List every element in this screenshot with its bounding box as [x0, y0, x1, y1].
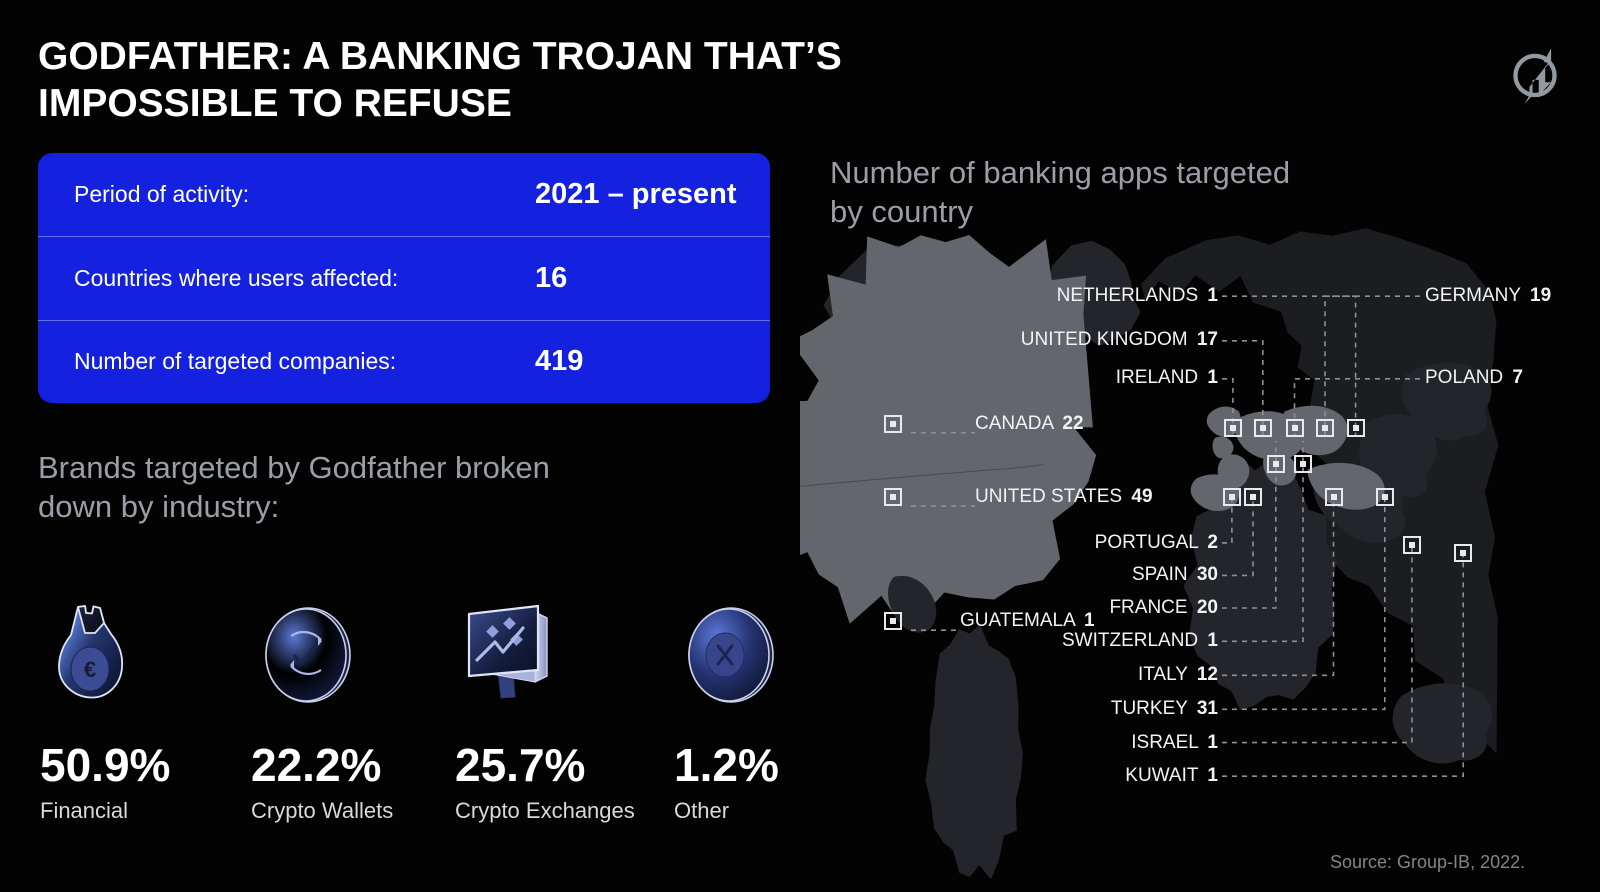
svg-text:€: €: [84, 657, 96, 682]
